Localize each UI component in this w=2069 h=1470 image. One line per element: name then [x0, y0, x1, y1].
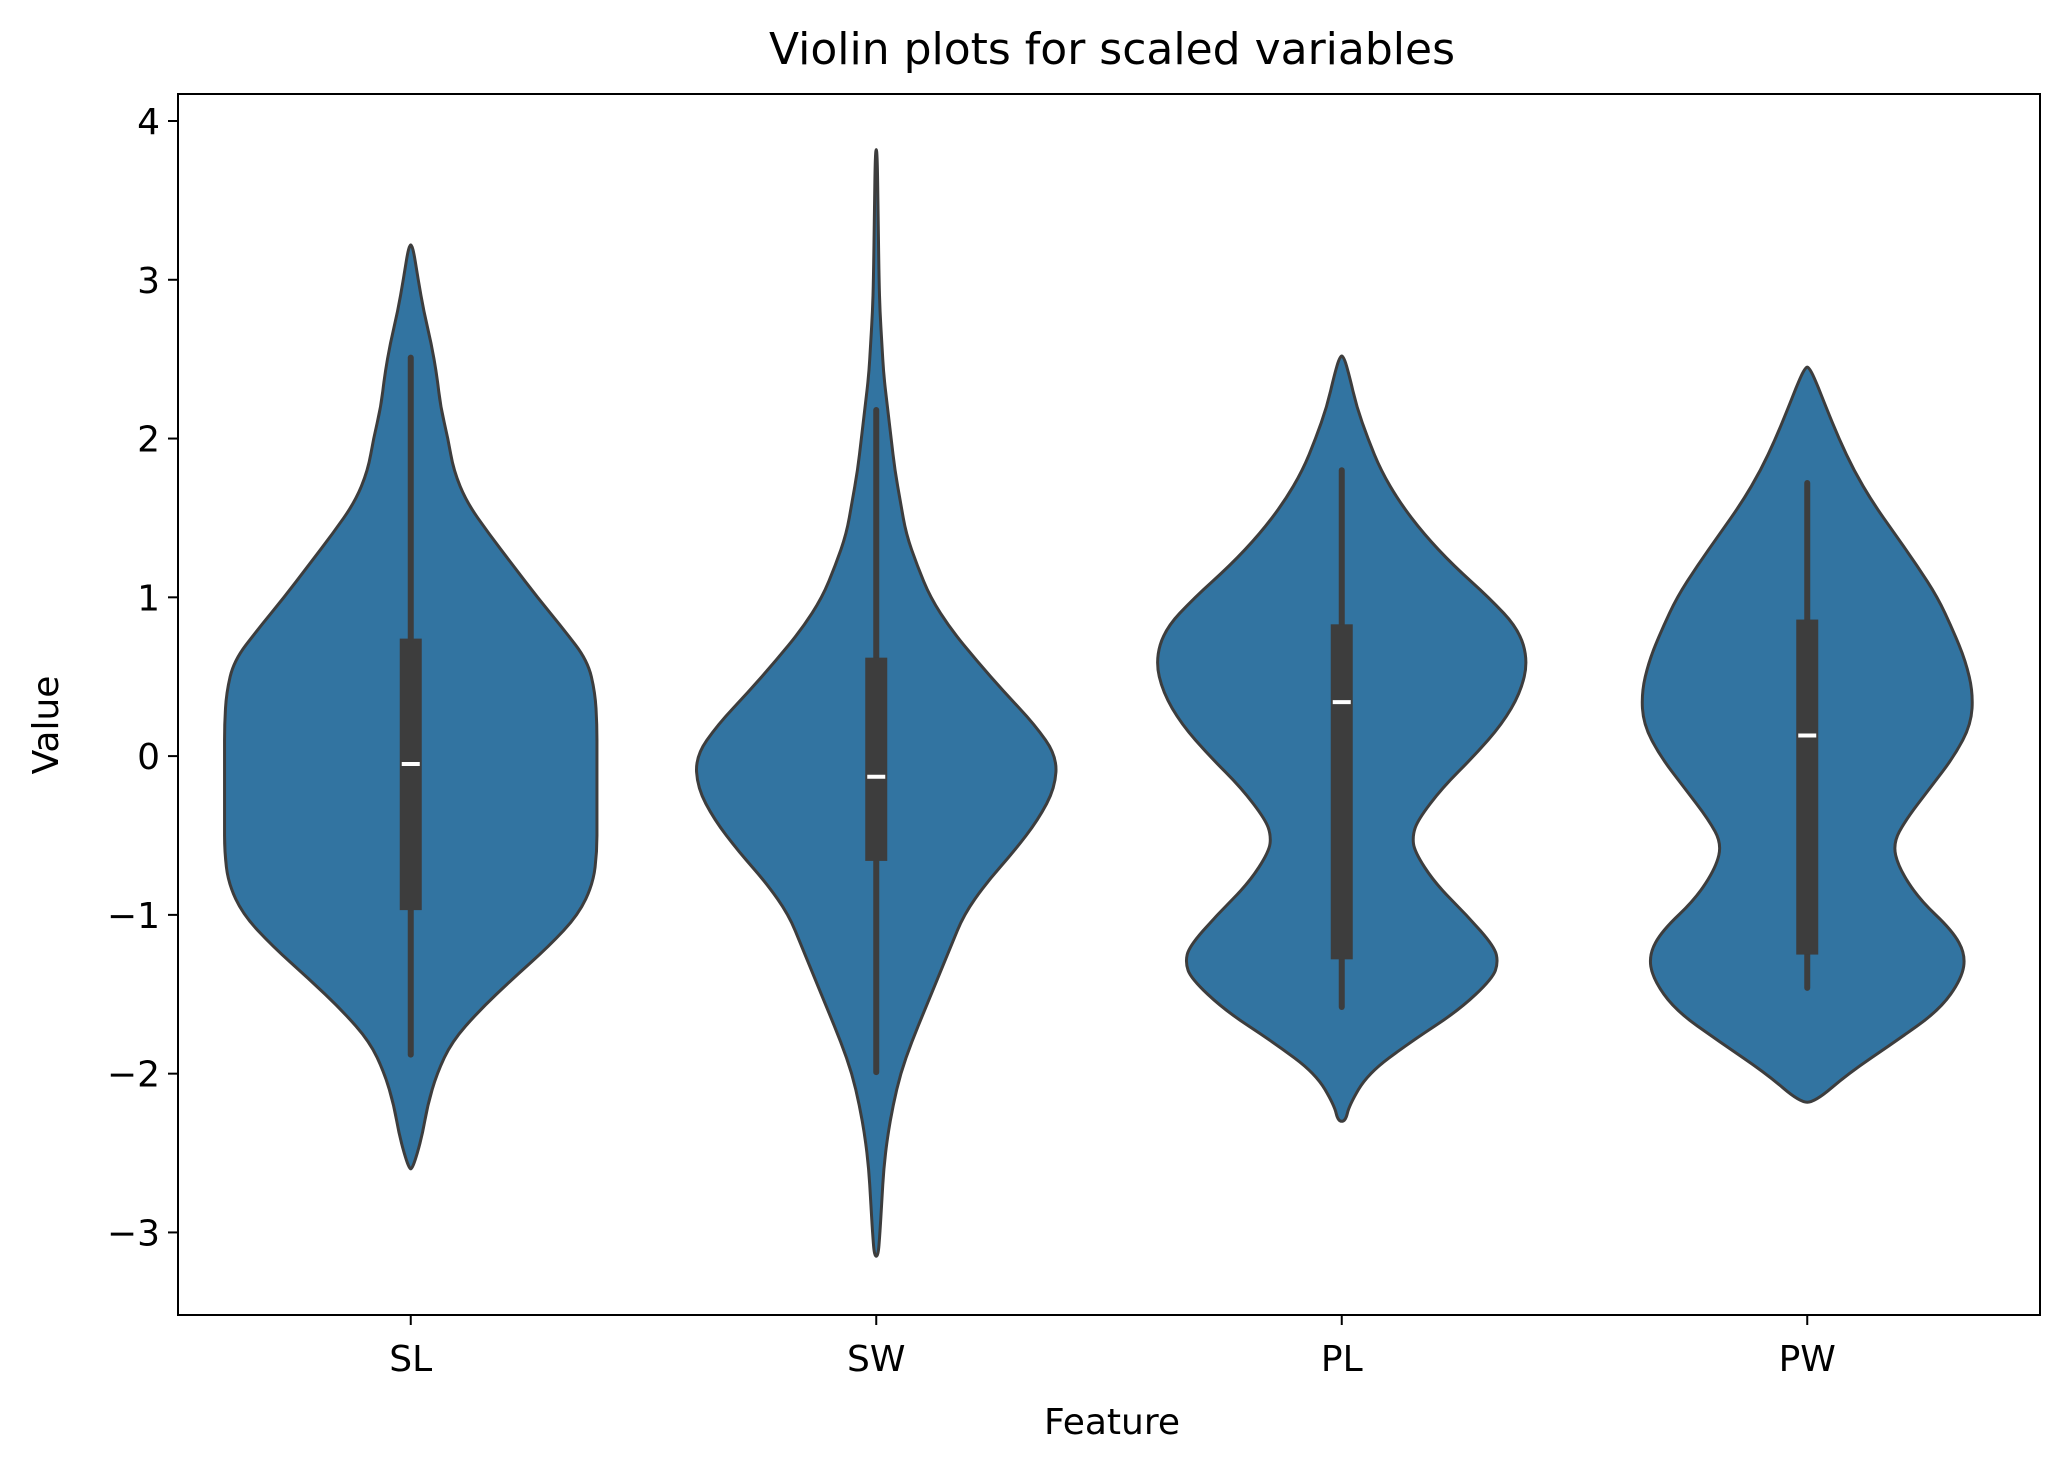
y-axis: −3 −2 −1 0 1 2 3 4 — [107, 102, 178, 1254]
y-tick-label: −2 — [107, 1055, 160, 1096]
y-tick-label: −3 — [107, 1213, 160, 1254]
y-tick-label: 4 — [137, 102, 160, 143]
y-tick-label: −1 — [107, 896, 160, 937]
y-tick-label: 2 — [137, 420, 160, 461]
y-tick-label: 1 — [137, 578, 160, 619]
chart-title: Violin plots for scaled variables — [769, 24, 1455, 75]
violin-pw — [1640, 365, 1974, 1104]
violin-pl — [1156, 354, 1528, 1123]
x-tick-label-pl: PL — [1321, 1339, 1363, 1380]
axes-frame — [177, 93, 2041, 1316]
violin-sl — [223, 243, 599, 1171]
x-tick-label-sl: SL — [389, 1339, 432, 1380]
iqr-box-pl — [1330, 624, 1353, 960]
iqr-box-pw — [1796, 619, 1819, 955]
iqr-box-sl — [399, 638, 422, 911]
x-axis-label: Feature — [1044, 1402, 1180, 1443]
plot-area — [223, 148, 1974, 1258]
y-tick-label: 3 — [137, 261, 160, 302]
x-tick-label-sw: SW — [847, 1339, 905, 1380]
y-axis-label: Value — [26, 676, 67, 775]
violin-sw — [695, 148, 1058, 1258]
x-axis: SL SW PL PW — [389, 1315, 1836, 1380]
iqr-box-sw — [865, 657, 888, 861]
x-tick-label-pw: PW — [1779, 1339, 1836, 1380]
y-tick-label: 0 — [137, 737, 160, 778]
